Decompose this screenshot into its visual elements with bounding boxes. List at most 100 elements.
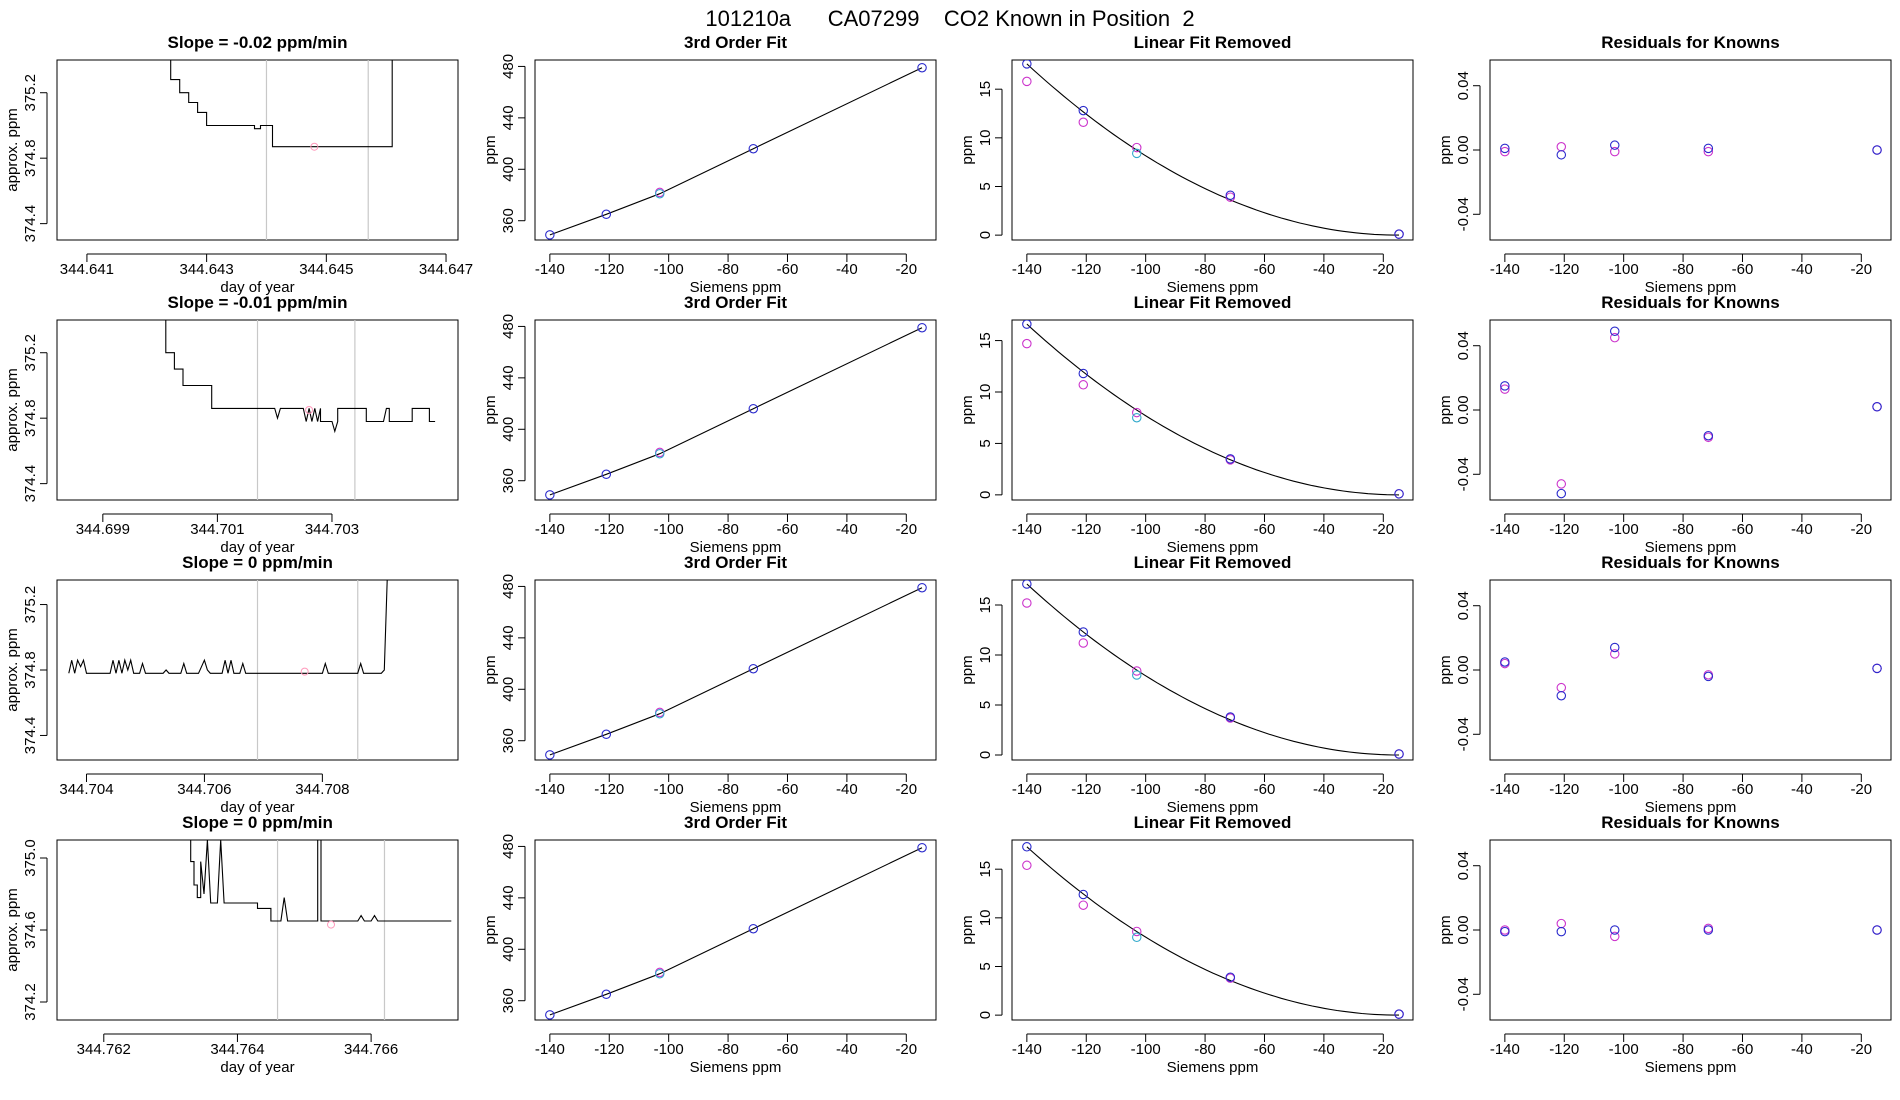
chart-5-xlabel: day of year [220, 539, 294, 556]
chart-6-point-blue [748, 403, 759, 414]
chart-12-point-magenta [1610, 649, 1620, 659]
chart-1-x-tick-label: 344.643 [180, 261, 234, 278]
chart-6-x-tick-label: -20 [895, 521, 917, 538]
chart-7-point-cyan [1132, 412, 1142, 423]
chart-13-x-tick-label: 344.762 [77, 1041, 131, 1058]
chart-4-point-blue [1500, 143, 1510, 154]
chart-11-fit-curve [1026, 583, 1399, 756]
chart-12-x-tick-label: -80 [1672, 781, 1694, 798]
chart-12-point-blue [1500, 657, 1510, 667]
chart-16-point-magenta [1610, 931, 1620, 942]
chart-8-y-tick-label: 0.04 [1455, 331, 1472, 360]
chart-2-x-tick-label: -20 [895, 261, 917, 278]
chart-16-x-tick-label: -100 [1609, 1041, 1639, 1058]
chart-3-point-blue [1078, 105, 1089, 116]
chart-4-y-tick-label: -0.04 [1455, 197, 1472, 231]
chart-3-xlabel: Siemens ppm [1167, 279, 1259, 296]
chart-4-x-tick-label: -80 [1672, 261, 1694, 278]
chart-3-fit-curve [1026, 63, 1399, 236]
chart-7-point-magenta [1132, 407, 1142, 418]
chart-9-x-tick-label: 344.704 [59, 781, 113, 798]
chart-9-x-tick-label: 344.708 [295, 781, 349, 798]
chart-12-y-tick-label: 0.04 [1455, 591, 1472, 620]
chart-6-y-tick-label: 440 [500, 365, 517, 390]
chart-14-point-blue [917, 842, 927, 853]
chart-16: Residuals for Knowns -140 -120 -100 -80 -60 -4… [1437, 813, 1892, 1076]
chart-4: Residuals for Knowns -140 -120 -100 -80 -60 -4… [1437, 33, 1892, 296]
chart-7-point-magenta [1078, 380, 1089, 390]
chart-11-point-blue [1022, 580, 1032, 589]
chart-10-x-tick-label: -40 [836, 781, 858, 798]
chart-8-x-tick-label: -60 [1732, 521, 1754, 538]
chart-4-title: Residuals for Knowns [1601, 33, 1780, 52]
chart-15-xlabel: Siemens ppm [1167, 1059, 1259, 1076]
chart-15: Linear Fit Removed -140 -120 -100 -80 -60 -40 -… [959, 813, 1414, 1076]
chart-2-plot-area [545, 62, 927, 240]
chart-4-y-tick-label: 0.04 [1455, 71, 1472, 100]
chart-14-point-blue [748, 923, 759, 934]
chart-2-x-tick-label: -140 [535, 261, 565, 278]
chart-1-x-tick-label: 344.645 [299, 261, 353, 278]
chart-6-point-cyan [655, 448, 665, 459]
chart-16-x-tick-label: -80 [1672, 1041, 1694, 1058]
chart-8-ylabel: ppm [1437, 395, 1454, 424]
chart-8-x-tick-label: -120 [1549, 521, 1579, 538]
chart-5-marker [305, 406, 314, 414]
chart-10-x-tick-label: -60 [777, 781, 799, 798]
chart-12-y-tick-label: 0.00 [1455, 655, 1472, 684]
chart-1-y-tick-label: 375.2 [22, 74, 39, 112]
chart-15-point-blue [1022, 842, 1032, 852]
chart-12-y-tick-label: -0.04 [1455, 717, 1472, 751]
chart-4-xlabel: Siemens ppm [1645, 279, 1737, 296]
chart-14-point-cyan [655, 968, 665, 979]
chart-9-y-tick-label: 374.4 [22, 717, 39, 755]
chart-15-frame [1011, 839, 1414, 1021]
chart-15-ylabel: ppm [959, 915, 976, 944]
chart-10-title: 3rd Order Fit [684, 553, 787, 572]
chart-6-ylabel: ppm [482, 395, 499, 424]
chart-11-y-tick-label: 0 [977, 751, 994, 759]
chart-7: Linear Fit Removed -140 -120 -100 -80 -60 -40 -… [959, 293, 1414, 556]
chart-12-point-blue [1610, 642, 1620, 653]
chart-3-point-blue [1394, 229, 1404, 239]
chart-8-x-tick-label: -100 [1609, 521, 1639, 538]
chart-3-point-blue [1022, 60, 1032, 69]
chart-14-x-tick-label: -80 [717, 1041, 739, 1058]
chart-2-y-tick-label: 360 [500, 208, 517, 233]
chart-15-y-tick-label: 5 [977, 962, 994, 970]
chart-11-point-magenta [1022, 598, 1032, 608]
chart-10-point-blue [917, 582, 927, 593]
chart-15-y-tick-label: 0 [977, 1011, 994, 1019]
chart-3-x-tick-label: -20 [1372, 261, 1394, 278]
chart-4-point-blue [1556, 150, 1567, 160]
chart-8-x-tick-label: -140 [1490, 521, 1520, 538]
chart-16-x-tick-label: -20 [1850, 1041, 1872, 1058]
chart-8-point-magenta [1610, 332, 1620, 343]
chart-6-frame [534, 319, 937, 501]
chart-12-ylabel: ppm [1437, 655, 1454, 684]
chart-4-point-blue [1872, 145, 1882, 155]
chart-16-ylabel: ppm [1437, 915, 1454, 944]
chart-15-y-tick-label: 10 [977, 909, 994, 926]
chart-16-x-tick-label: -120 [1549, 1041, 1579, 1058]
chart-2-point-blue [545, 230, 555, 240]
chart-13-marker [327, 920, 336, 929]
chart-14-title: 3rd Order Fit [684, 813, 787, 832]
chart-8-y-tick-label: 0.00 [1455, 395, 1472, 424]
chart-3-y-tick-label: 5 [977, 182, 994, 190]
chart-13-frame [56, 839, 459, 1021]
chart-12-x-tick-label: -100 [1609, 781, 1639, 798]
chart-8-point-blue [1610, 326, 1620, 336]
chart-11-point-magenta [1078, 638, 1089, 648]
chart-3-x-tick-label: -40 [1313, 261, 1335, 278]
chart-14-x-tick-label: -20 [895, 1041, 917, 1058]
chart-4-y-tick-label: 0.00 [1455, 135, 1472, 164]
chart-7-title: Linear Fit Removed [1134, 293, 1292, 312]
chart-16-point-blue [1556, 926, 1567, 937]
chart-7-point-blue [1022, 320, 1032, 329]
chart-11-point-blue [1225, 712, 1236, 722]
chart-14-y-tick-label: 360 [500, 988, 517, 1013]
chart-4-point-blue [1703, 143, 1714, 154]
chart-9-y-tick-label: 374.8 [22, 651, 39, 689]
chart-3-point-cyan [1132, 148, 1142, 159]
